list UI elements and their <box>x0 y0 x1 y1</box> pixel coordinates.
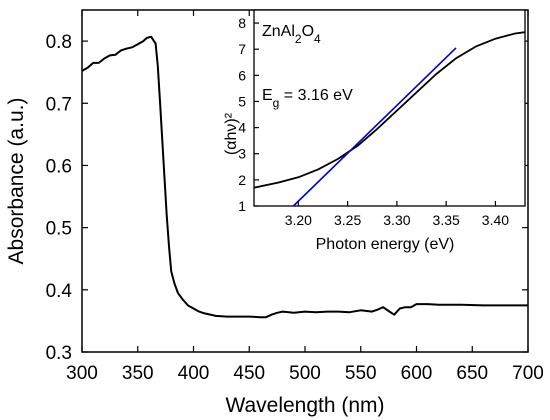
y-tick-label: 0.8 <box>46 32 72 53</box>
inset-series-line-1 <box>292 47 457 207</box>
material-annotation: ZnAl2O4 <box>262 23 321 46</box>
x-tick-label: 550 <box>345 363 377 384</box>
x-tick-label: 600 <box>401 363 433 384</box>
inset-y-tick-label: 1 <box>238 198 246 214</box>
y-axis-label: Absorbance (a.u.) <box>5 98 28 265</box>
inset-y-tick-label: 2 <box>238 172 246 188</box>
x-tick-label: 450 <box>233 363 265 384</box>
inset-series-line-0 <box>253 31 526 189</box>
y-tick-label: 0.4 <box>46 281 73 302</box>
x-axis-label: Wavelength (nm) <box>225 394 384 417</box>
inset-x-tick-label: 3.35 <box>433 212 460 228</box>
inset-plot-frame <box>253 9 526 207</box>
main-tick-labels: 300 350 400 450 500 550 600 650 700 0.3 0.4 0.5 0.6 0… <box>46 32 544 384</box>
inset-y-axis-label: (αhν)² <box>223 112 240 155</box>
y-tick-label: 0.6 <box>46 156 72 177</box>
inset-y-tick-label: 5 <box>238 93 246 109</box>
x-tick-label: 350 <box>122 363 154 384</box>
inset-axis-ticks <box>254 22 497 207</box>
y-tick-label: 0.7 <box>46 94 72 115</box>
x-tick-label: 700 <box>512 363 544 384</box>
inset-x-tick-label: 3.30 <box>383 212 410 228</box>
inset-series <box>253 31 526 207</box>
inset-tick-labels: 3.20 3.25 3.30 3.35 3.40 1 2 3 4 5 6 7 8 <box>238 15 509 228</box>
x-tick-label: 650 <box>456 363 488 384</box>
inset-y-tick-label: 3 <box>238 146 246 162</box>
inset-y-tick-label: 8 <box>238 15 246 31</box>
inset-y-tick-label: 4 <box>238 120 246 136</box>
main-series <box>81 35 528 319</box>
inset-x-tick-label: 3.40 <box>482 212 509 228</box>
series-line-0 <box>81 35 528 319</box>
inset-x-tick-label: 3.20 <box>285 212 312 228</box>
inset-y-tick-label: 6 <box>238 67 246 83</box>
y-tick-label: 0.3 <box>46 343 72 364</box>
inset-y-tick-label: 7 <box>238 41 246 57</box>
inset-x-axis-label: Photon energy (eV) <box>316 236 455 253</box>
inset-x-tick-label: 3.25 <box>334 212 361 228</box>
x-tick-label: 300 <box>66 363 98 384</box>
bandgap-annotation: Eg = 3.16 eV <box>262 87 353 110</box>
y-tick-label: 0.5 <box>46 219 72 240</box>
x-tick-label: 400 <box>178 363 210 384</box>
x-tick-label: 500 <box>289 363 321 384</box>
